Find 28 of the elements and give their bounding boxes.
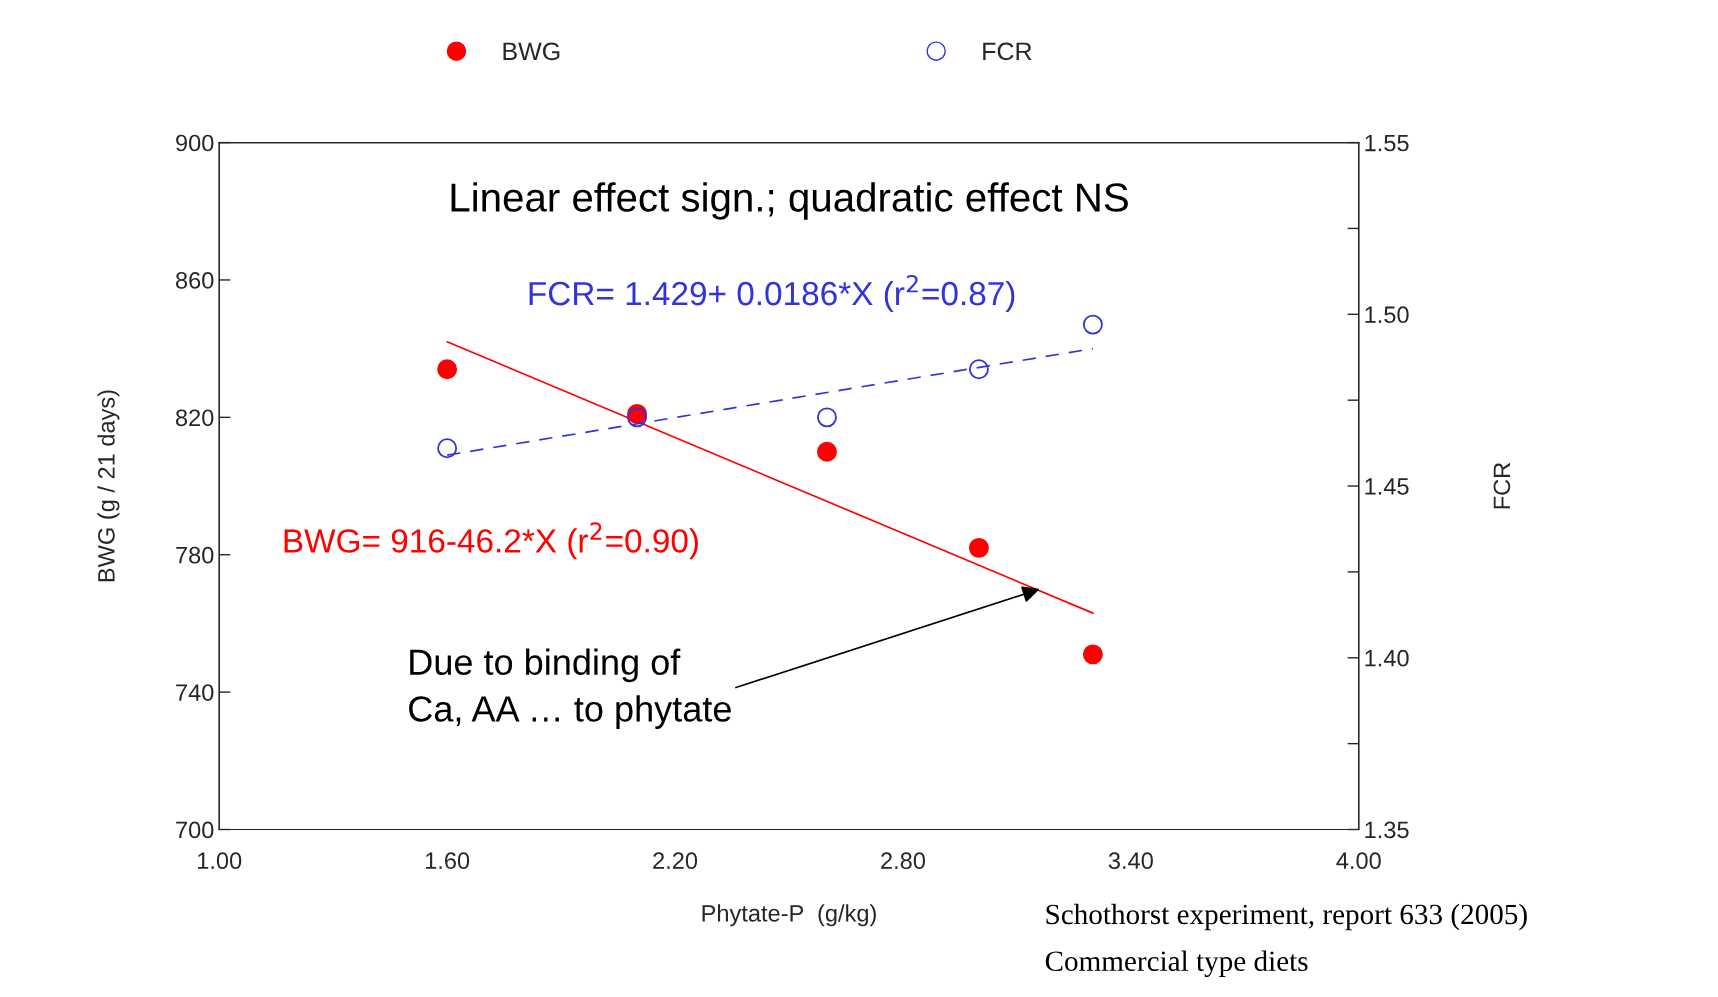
y2-axis-title: FCR [1493, 462, 1511, 509]
y2-tick-label: 1.55 [1365, 134, 1409, 152]
y-axis-title: BWG (g / 21 days) [97, 390, 120, 582]
y2-tick-label: 1.45 [1365, 478, 1409, 495]
annotation: Due to binding of Ca, AA … to phytate [409, 648, 731, 729]
y-tick-label: 700 [176, 821, 214, 839]
y-tick-label: 900 [176, 134, 214, 152]
y2-tick-label: 1.50 [1365, 306, 1409, 324]
legend-label: BWG [503, 42, 560, 61]
annotation: Linear effect sign.; quadratic effect NS [451, 182, 1128, 220]
x-tick-label: 1.60 [425, 852, 470, 870]
y-tick-label: 860 [175, 272, 214, 289]
x-tick-label: 2.20 [653, 852, 698, 870]
y-tick-label: 820 [175, 409, 214, 427]
x-tick-label: 1.00 [198, 852, 242, 870]
legend-label: FCR [983, 42, 1032, 61]
x-tick-label: 2.80 [881, 852, 925, 870]
y2-tick-label: 1.40 [1365, 649, 1409, 667]
y2-tick-label: 1.35 [1365, 821, 1409, 839]
annotation: BWG= 916-46.2*X (r$^{2}$=0.90) [284, 522, 698, 560]
text: Schothorst experiment, report 633 (2005) [1046, 903, 1527, 931]
x-tick-label: 4.00 [1336, 852, 1381, 870]
annotation: FCR= 1.429+ 0.0186*X (r$^{2}$=0.87) [529, 275, 1015, 313]
x-tick-label: 3.40 [1108, 852, 1153, 870]
text: Commercial type diets [1045, 950, 1308, 978]
y-tick-label: 740 [176, 684, 214, 701]
y-tick-label: 780 [176, 546, 214, 564]
x-axis-title: Phytate-P (g/kg) [702, 904, 876, 927]
